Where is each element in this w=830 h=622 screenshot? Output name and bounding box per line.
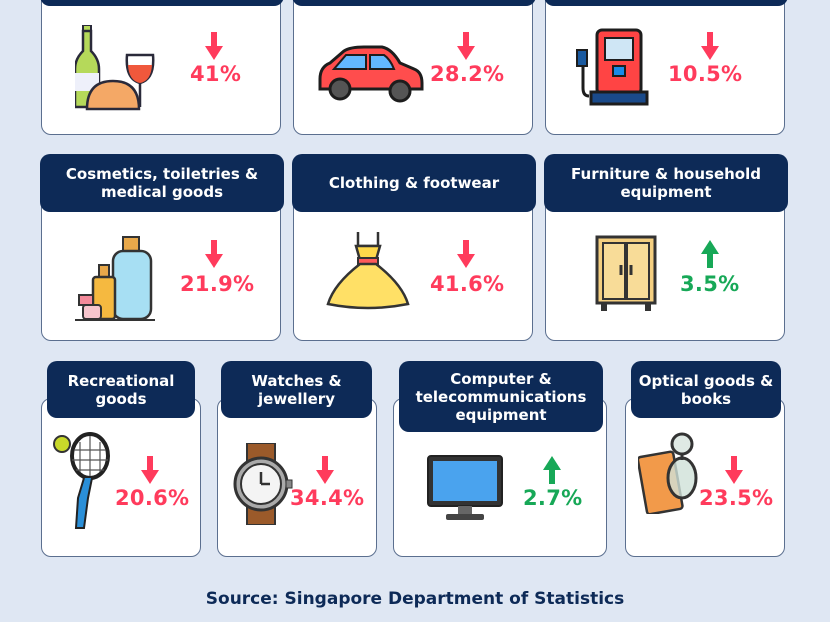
change-value: 34.4% (290, 486, 365, 510)
arrow-down-icon (205, 32, 223, 60)
watch-icon (231, 442, 293, 529)
category-title: Clothing & footwear (292, 154, 536, 212)
change-value: 41% (190, 62, 242, 86)
change-value: 28.2% (430, 62, 505, 86)
category-card-watches (217, 398, 377, 557)
arrow-down-icon (316, 456, 334, 484)
cupboard-icon (595, 235, 657, 317)
glasses-book-icon (636, 432, 704, 518)
arrow-up-icon (543, 456, 561, 484)
change-value: 20.6% (115, 486, 190, 510)
category-title: Cosmetics, toiletries & medical goods (40, 154, 284, 212)
wine-bread-icon (73, 24, 155, 115)
category-title: Recreational goods (47, 361, 195, 418)
arrow-down-icon (457, 32, 475, 60)
car-icon (316, 45, 424, 107)
category-card-petrol (545, 0, 785, 135)
arrow-down-icon (141, 456, 159, 484)
change-value: 3.5% (680, 272, 740, 296)
category-title (292, 0, 536, 6)
arrow-up-icon (701, 240, 719, 268)
arrow-down-icon (205, 240, 223, 268)
fuel-pump-icon (575, 28, 661, 110)
category-title: Furniture & household equipment (544, 154, 788, 212)
tennis-racket-icon (52, 432, 112, 536)
category-title (544, 0, 788, 6)
change-value: 41.6% (430, 272, 505, 296)
change-value: 2.7% (523, 486, 583, 510)
arrow-down-icon (701, 32, 719, 60)
dress-icon (326, 230, 410, 314)
category-title: Computer & telecommunications equipment (399, 361, 603, 432)
change-value: 10.5% (668, 62, 743, 86)
source-note: Source: Singapore Department of Statisti… (205, 589, 625, 609)
change-value: 21.9% (180, 272, 255, 296)
change-value: 23.5% (699, 486, 774, 510)
arrow-down-icon (457, 240, 475, 268)
cosmetics-icon (75, 235, 155, 325)
arrow-down-icon (725, 456, 743, 484)
category-title (40, 0, 284, 6)
monitor-icon (426, 454, 504, 526)
category-title: Watches & jewellery (221, 361, 372, 418)
category-title: Optical goods & books (631, 361, 781, 418)
